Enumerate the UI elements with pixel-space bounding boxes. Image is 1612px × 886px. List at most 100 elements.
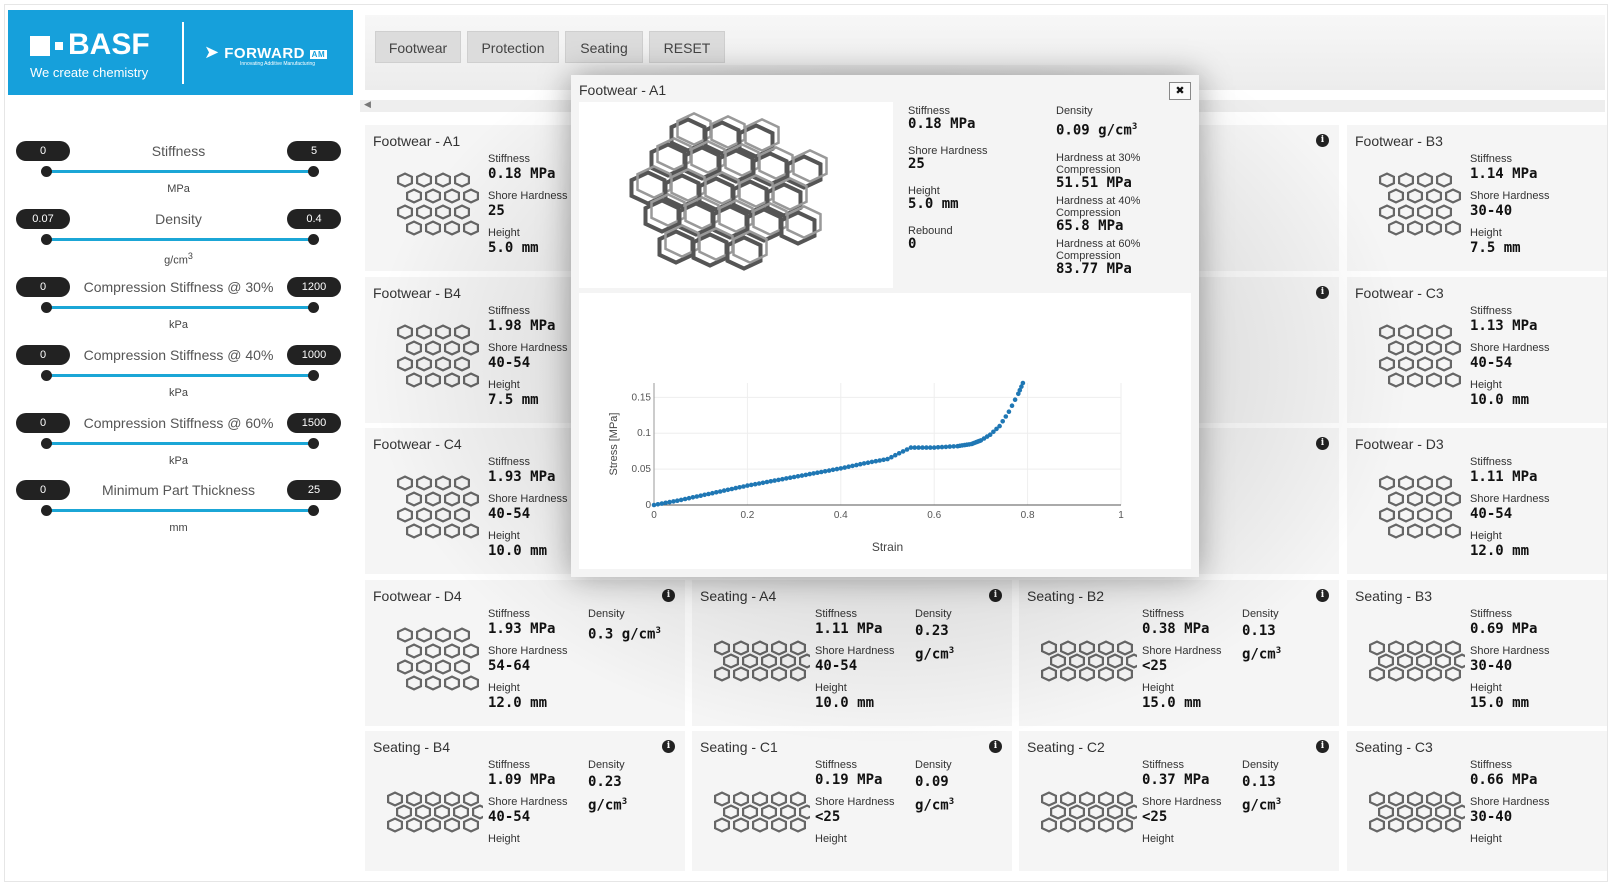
lattice-thumbnail-icon	[397, 627, 479, 691]
range-slider-track[interactable]	[46, 442, 313, 445]
tab-seating[interactable]: Seating	[565, 31, 643, 63]
modal-stiffness-value: 0.18 MPa	[908, 116, 976, 132]
data-point	[752, 481, 758, 487]
stiffness-label: Stiffness	[815, 608, 857, 620]
y-tick-label: 0	[645, 500, 651, 511]
range-slider-track[interactable]	[46, 306, 313, 309]
data-point	[686, 495, 692, 501]
filter-max-value[interactable]: 1000	[287, 345, 341, 365]
filter-max-value[interactable]: 0.4	[287, 209, 341, 229]
data-point	[904, 447, 910, 452]
range-slider-min-handle[interactable]	[41, 505, 52, 516]
range-slider-min-handle[interactable]	[41, 438, 52, 449]
info-icon[interactable]: i	[662, 589, 675, 602]
data-point	[951, 444, 956, 449]
stiffness-label: Stiffness	[1470, 608, 1512, 620]
forward-am-logo: ➤ FORWARD AM	[204, 42, 328, 62]
range-slider-min-handle[interactable]	[41, 166, 52, 177]
range-slider-track[interactable]	[46, 170, 313, 173]
basf-tagline: We create chemistry	[30, 65, 149, 80]
shore-label: Shore Hardness	[815, 645, 895, 657]
card-title: Footwear - B3	[1355, 133, 1443, 149]
reset-button[interactable]: RESET	[649, 31, 725, 63]
stiffness-label: Stiffness	[815, 759, 857, 771]
filter-max-value[interactable]: 1200	[287, 277, 341, 297]
x-axis-title: Strain	[872, 540, 903, 554]
product-card[interactable]: Footwear - D3 Stiffness 1.11 MPa Shore Hard…	[1347, 428, 1607, 574]
data-point	[756, 481, 762, 486]
filter-min-value[interactable]: 0.07	[16, 209, 70, 229]
close-button[interactable]: ✖	[1169, 82, 1191, 100]
range-slider-min-handle[interactable]	[41, 302, 52, 313]
filter-max-value[interactable]: 5	[287, 141, 341, 161]
range-slider-track[interactable]	[46, 374, 313, 377]
product-card[interactable]: Seating - A4 i Stiffness 1.11 MPa Shore Hard…	[692, 580, 1012, 726]
data-point	[717, 489, 723, 494]
card-thumbnail	[1037, 771, 1142, 851]
info-icon[interactable]: i	[989, 740, 1002, 753]
product-card[interactable]: Seating - B3 Stiffness 0.69 MPa Shore Hardn…	[1347, 580, 1607, 726]
range-slider-max-handle[interactable]	[308, 166, 319, 177]
product-card[interactable]: Seating - B4 i Stiffness 1.09 MPa Shore Hard…	[365, 731, 685, 871]
density-label: Density	[915, 759, 952, 771]
product-card[interactable]: Footwear - B3 Stiffness 1.14 MPa Shore Hard…	[1347, 125, 1607, 271]
range-slider-max-handle[interactable]	[308, 438, 319, 449]
tab-protection[interactable]: Protection	[467, 31, 559, 63]
card-stats: Stiffness 1.93 MPa Shore Hardness 40-54 Heig…	[488, 456, 583, 567]
height-value: 10.0 mm	[488, 543, 548, 559]
stiffness-value: 1.11 MPa	[815, 621, 883, 637]
stress-strain-chart: 0 0.2 0.4 0.6 0.8 1 0 0.05 0.1 0.15 Strain Stress […	[579, 293, 1191, 569]
shore-label: Shore Hardness	[1142, 645, 1222, 657]
data-point	[694, 494, 700, 499]
data-point	[928, 445, 933, 450]
range-slider-max-handle[interactable]	[308, 302, 319, 313]
product-card[interactable]: Seating - C3 Stiffness 0.66 MPa Shore Hardn…	[1347, 731, 1607, 871]
filter-min-value[interactable]: 0	[16, 345, 70, 365]
filter-min-value[interactable]: 0	[16, 413, 70, 433]
range-slider-min-handle[interactable]	[41, 370, 52, 381]
shore-label: Shore Hardness	[815, 796, 895, 808]
card-thumbnail	[710, 620, 815, 700]
product-card[interactable]: Seating - C1 i Stiffness 0.19 MPa Shore Hard…	[692, 731, 1012, 871]
height-label: Height	[1470, 227, 1502, 239]
range-slider-max-handle[interactable]	[308, 370, 319, 381]
product-card[interactable]: Footwear - C3 Stiffness 1.13 MPa Shore Hard…	[1347, 277, 1607, 423]
filter-min-value[interactable]: 0	[16, 141, 70, 161]
range-slider-max-handle[interactable]	[308, 234, 319, 245]
info-icon[interactable]: i	[989, 589, 1002, 602]
tab-footwear[interactable]: Footwear	[375, 31, 461, 63]
range-slider-track[interactable]	[46, 238, 313, 241]
stiffness-value: 0.37 MPa	[1142, 772, 1210, 788]
range-slider-track[interactable]	[46, 509, 313, 512]
info-icon[interactable]: i	[662, 740, 675, 753]
range-slider-min-handle[interactable]	[41, 234, 52, 245]
range-slider-max-handle[interactable]	[308, 505, 319, 516]
density-unit: g/cm3	[588, 797, 628, 814]
filter-max-value[interactable]: 25	[287, 480, 341, 500]
data-point	[900, 449, 906, 454]
filter-max-value[interactable]: 1500	[287, 413, 341, 433]
shore-value: 40-54	[488, 506, 531, 522]
product-card[interactable]: Footwear - D4 i Stiffness 1.93 MPa Shore Har…	[365, 580, 685, 726]
filter-min-value[interactable]: 0	[16, 480, 70, 500]
info-icon[interactable]: i	[1316, 740, 1329, 753]
density-unit: g/cm3	[1242, 646, 1282, 663]
data-point	[838, 466, 844, 471]
stiffness-label: Stiffness	[1470, 305, 1512, 317]
shore-label: Shore Hardness	[488, 493, 568, 505]
shore-value: <25	[1142, 809, 1168, 825]
modal-stats-right: Density 0.09 g/cm3 Hardness at 30% Compr…	[1056, 105, 1196, 290]
info-icon[interactable]: i	[1316, 286, 1329, 299]
filter-min-value[interactable]: 0	[16, 277, 70, 297]
data-point	[935, 445, 941, 450]
data-point	[873, 458, 879, 464]
card-title: Footwear - D3	[1355, 436, 1444, 452]
info-icon[interactable]: i	[1316, 134, 1329, 147]
info-icon[interactable]: i	[1316, 437, 1329, 450]
data-point	[799, 473, 805, 478]
info-icon[interactable]: i	[1316, 589, 1329, 602]
scroll-left-icon[interactable]: ◀	[364, 99, 371, 109]
product-card[interactable]: Seating - C2 i Stiffness 0.37 MPa Shore Hard…	[1019, 731, 1339, 871]
product-card[interactable]: Seating - B2 i Stiffness 0.38 MPa Shore Hard…	[1019, 580, 1339, 726]
data-point	[663, 500, 668, 506]
